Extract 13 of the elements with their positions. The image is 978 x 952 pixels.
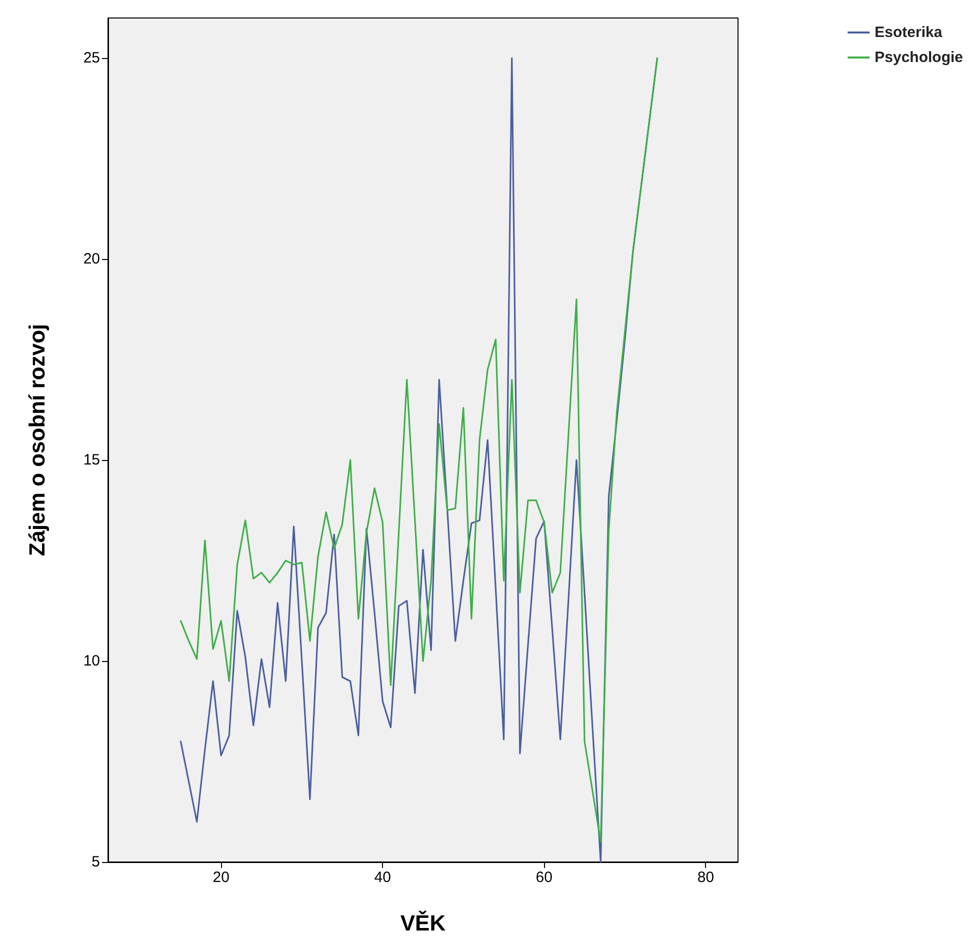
y-tick-label: 15 (83, 452, 100, 469)
x-tick-label: 60 (536, 869, 552, 886)
x-axis-title: VĚK (400, 910, 446, 936)
legend-label: Psychologie (874, 49, 963, 66)
y-tick-label: 25 (83, 50, 100, 67)
x-tick-label: 20 (212, 869, 230, 886)
y-axis-title: Zájem o osobní rozvoj (24, 324, 50, 556)
y-tick-label: 5 (92, 854, 100, 870)
y-tick-label: 10 (83, 652, 100, 670)
y-tick-label: 20 (83, 250, 100, 268)
x-tick-label: 80 (697, 869, 714, 886)
legend-label: Esoterika (874, 24, 943, 41)
x-tick-label: 40 (374, 869, 391, 886)
